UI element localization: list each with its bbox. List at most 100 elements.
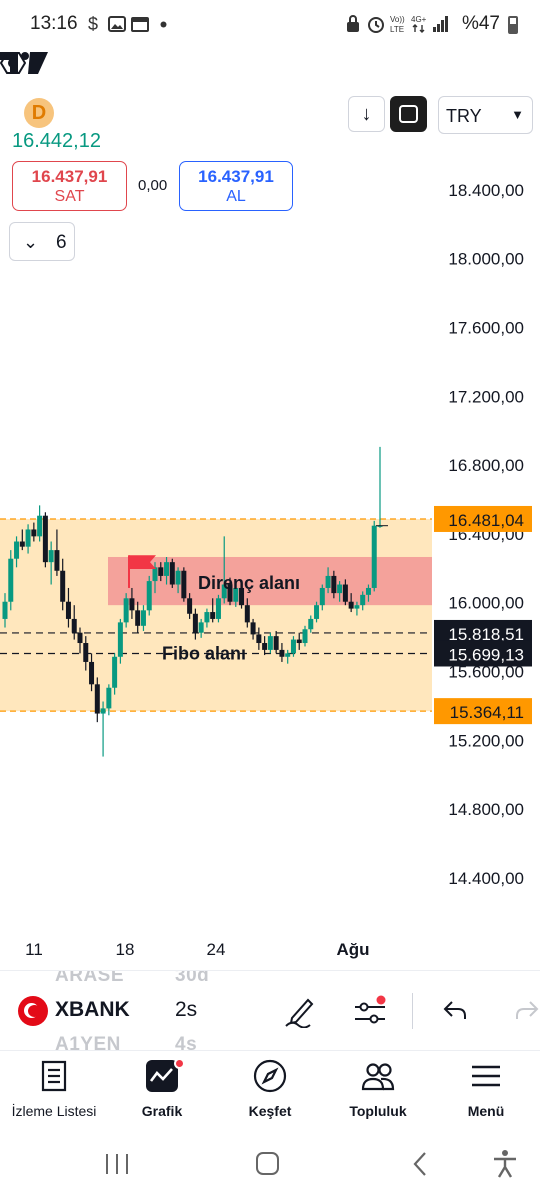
- candle-body: [112, 656, 118, 688]
- download-button[interactable]: ↓: [348, 96, 385, 132]
- candle-body: [342, 584, 348, 602]
- candle-body: [48, 550, 54, 563]
- candle-body: [19, 541, 25, 547]
- nav-explore[interactable]: Keşfet: [216, 1051, 324, 1131]
- toolbar-divider: [412, 993, 413, 1029]
- candle-body: [135, 610, 141, 626]
- sell-button[interactable]: 16.437,91 SAT: [12, 161, 127, 211]
- indicators-settings-icon[interactable]: [352, 994, 388, 1028]
- fullscreen-icon: [399, 102, 418, 126]
- candle-body: [337, 584, 343, 594]
- bottom-navigation: İzleme Listesi Grafik Keşfet Topluluk: [0, 1050, 540, 1130]
- candle-body: [117, 622, 123, 657]
- back-icon[interactable]: [410, 1151, 430, 1177]
- candle-body: [100, 708, 106, 714]
- chevron-down-icon: ▼: [511, 107, 524, 122]
- candle-body: [198, 622, 204, 633]
- watchlist-icon: [41, 1060, 67, 1092]
- candle-body: [60, 570, 66, 602]
- notification-dot: [174, 1058, 185, 1069]
- price-axis-label: 16.800,00: [448, 456, 524, 475]
- candle-body: [210, 612, 216, 619]
- candle-body: [146, 581, 152, 611]
- time-axis-label: Ağu: [336, 940, 369, 959]
- chart-icon: [146, 1060, 178, 1092]
- candle-body: [262, 643, 268, 650]
- candle-body: [123, 598, 129, 623]
- interval-value[interactable]: 2s: [175, 998, 198, 1021]
- price-axis-label: 17.600,00: [448, 318, 524, 337]
- price-axis-label: 14.800,00: [448, 800, 524, 819]
- candle-body: [31, 529, 37, 537]
- candle-body: [296, 639, 302, 644]
- candle-body: [273, 636, 279, 650]
- ghost-interval-below: 4s: [175, 1034, 198, 1050]
- candle-body: [267, 636, 273, 650]
- price-tag-label: 15.818,51: [448, 625, 524, 644]
- candle-body: [285, 653, 291, 657]
- ghost-symbol-below: A1YEN: [55, 1034, 121, 1050]
- candle-body: [371, 525, 377, 588]
- candle-body: [65, 601, 71, 619]
- candle-body: [8, 558, 14, 602]
- system-navigation-bar: [0, 1130, 540, 1199]
- price-tag-bg: [434, 640, 532, 667]
- time-axis-label: 11: [25, 940, 43, 959]
- home-icon[interactable]: [255, 1151, 281, 1177]
- resistance-zone-label: Direnç alanı: [198, 573, 300, 593]
- candle-body: [308, 618, 314, 630]
- candle-body: [279, 649, 285, 657]
- redo-icon[interactable]: [516, 999, 540, 1021]
- candle-body: [106, 687, 112, 709]
- symbol-name[interactable]: XBANK: [55, 998, 130, 1021]
- nav-chart[interactable]: Grafik: [108, 1051, 216, 1131]
- nav-watchlist[interactable]: İzleme Listesi: [0, 1051, 108, 1131]
- accessibility-icon[interactable]: [491, 1149, 519, 1179]
- nav-community[interactable]: Topluluk: [324, 1051, 432, 1131]
- candle-body: [14, 541, 20, 559]
- pen-draw-icon[interactable]: [284, 994, 316, 1028]
- dot-icon: [160, 21, 167, 28]
- candle-body: [2, 601, 8, 619]
- indicators-collapse-button[interactable]: ⌄ 6: [9, 222, 75, 261]
- svg-text:Vo)): Vo)): [390, 15, 405, 24]
- status-bar: 13:16 $ Vo)) LTE 4G+ %47: [0, 0, 540, 50]
- candle-body: [89, 661, 95, 685]
- buy-button[interactable]: 16.437,91 AL: [179, 161, 293, 211]
- candle-body: [204, 612, 210, 623]
- recent-apps-icon[interactable]: [104, 1152, 130, 1176]
- symbol-toolbar: ARASE 30d XBANK 2s A1YEN 4s: [0, 970, 540, 1050]
- alarm-icon: [368, 17, 384, 33]
- menu-icon: [472, 1065, 500, 1087]
- calendar-icon: [131, 17, 149, 32]
- candle-body: [169, 562, 175, 585]
- price-tag-bg: [434, 505, 532, 532]
- buy-price: 16.437,91: [198, 167, 274, 186]
- candle-body: [77, 632, 83, 644]
- candle-body: [187, 598, 193, 614]
- indicators-count: 6: [56, 232, 67, 253]
- candle-body: [365, 587, 371, 595]
- undo-icon[interactable]: [442, 999, 468, 1021]
- candle-body: [239, 587, 245, 606]
- currency-select[interactable]: TRY ▼: [438, 96, 533, 134]
- candle-body: [331, 575, 337, 594]
- candle-body: [354, 605, 360, 609]
- candle-body: [140, 610, 146, 626]
- chart-settings-icon[interactable]: [0, 50, 26, 76]
- candle-body: [314, 605, 320, 619]
- candle-body: [319, 587, 325, 606]
- svg-text:4G+: 4G+: [411, 15, 427, 24]
- nav-menu[interactable]: Menü: [432, 1051, 540, 1131]
- fullscreen-button[interactable]: [390, 96, 427, 132]
- price-tag-bg: [434, 698, 532, 725]
- battery-icon: [508, 16, 518, 34]
- candle-body: [129, 598, 135, 611]
- candle-body: [25, 529, 31, 547]
- price-axis-label: 18.000,00: [448, 250, 524, 269]
- fibo-zone-label: Fibo alanı: [162, 644, 246, 664]
- spread-value: 0,00: [138, 177, 168, 194]
- status-time: 13:16: [30, 13, 78, 34]
